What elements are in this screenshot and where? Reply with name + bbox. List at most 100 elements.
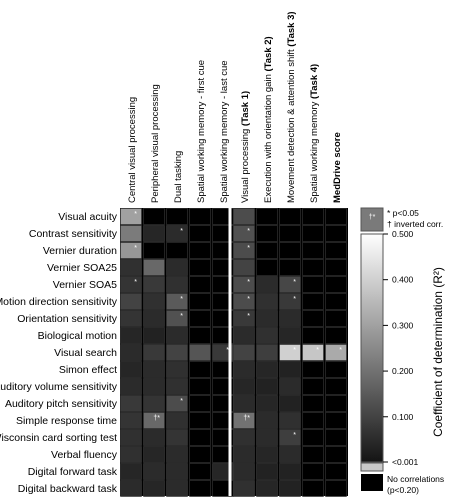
row-label: Vernier duration [43, 245, 117, 257]
row-labels: Visual acuity Contrast sensitivity Vernier… [0, 211, 118, 495]
heatmap-cells [120, 208, 348, 497]
heatmap-cell [143, 208, 165, 225]
heatmap-cell [166, 378, 188, 395]
significance-marker: * [180, 398, 183, 405]
column-label-text: Spatial working memory - last cue [219, 60, 230, 203]
significance-marker: * [134, 245, 137, 252]
colorbar-nocorr-gray [360, 462, 384, 472]
row-label: Auditory volume sensitivity [0, 381, 118, 393]
heatmap-cell [256, 361, 278, 378]
heatmap-cell [256, 412, 278, 429]
heatmap-cell [279, 429, 301, 446]
heatmap-cell [302, 412, 324, 429]
row-label: Auditory pitch sensitivity [5, 398, 118, 410]
heatmap-cell [233, 208, 255, 225]
heatmap-cell [302, 293, 324, 310]
column-label: Visual processing (Task 1) [240, 91, 251, 203]
column-label: Dual tasking [173, 151, 184, 203]
heatmap-cell [233, 259, 255, 276]
heatmap-cell [166, 412, 188, 429]
colorbar-tick-label: <0.001 [392, 457, 419, 467]
column-label-text: Movement detection & attention shift [286, 47, 297, 203]
heatmap-cell [166, 225, 188, 242]
heatmap-cell [325, 429, 347, 446]
heatmap-cell [302, 208, 324, 225]
heatmap-cell [256, 395, 278, 412]
heatmap-cell [233, 480, 255, 497]
heatmap-cell [166, 293, 188, 310]
significance-marker: * [339, 347, 342, 354]
heatmap-cell [256, 208, 278, 225]
significance-marker: * [134, 279, 137, 286]
heatmap-cell [166, 446, 188, 463]
significance-marker: †* [153, 415, 160, 422]
heatmap-cell [233, 378, 255, 395]
heatmap-cell [256, 480, 278, 497]
heatmap-cell [189, 276, 211, 293]
column-label-text: Peripheral visual processing [150, 84, 161, 203]
heatmap-cell [325, 327, 347, 344]
column-label-text: Spatial working memory [309, 99, 320, 203]
heatmap-cell [256, 378, 278, 395]
heatmap-cell [143, 242, 165, 259]
heatmap-cell [256, 225, 278, 242]
heatmap-cell [256, 446, 278, 463]
heatmap-cell [189, 242, 211, 259]
no-correlation-swatch [361, 474, 383, 491]
column-label: Peripheral visual processing [150, 84, 161, 203]
significance-marker: * [180, 228, 183, 235]
column-label: Spatial working memory (Task 4) [309, 64, 320, 203]
heatmap-cell [325, 361, 347, 378]
heatmap-cell [120, 395, 142, 412]
heatmap-cell [189, 463, 211, 480]
significance-markers: * * * * * * * * * * * * * * * * * * †* †* * [134, 211, 342, 439]
heatmap-cell [189, 395, 211, 412]
significance-marker: * [293, 347, 296, 354]
significance-marker: * [226, 347, 229, 354]
heatmap-cell [143, 463, 165, 480]
heatmap-cell [279, 480, 301, 497]
column-label: MedDrive score [332, 132, 343, 203]
no-correlation-subtext: (p<0.20) [387, 485, 419, 495]
heatmap-cell [143, 446, 165, 463]
heatmap-cell [302, 225, 324, 242]
heatmap-cell [233, 293, 255, 310]
colorbar-ticks: 0.500 0.400 0.300 0.200 0.100 <0.001 [383, 229, 419, 467]
column-labels: Central visual processing Peripheral visu… [127, 11, 343, 203]
heatmap-cell [120, 463, 142, 480]
significance-marker: * [247, 228, 250, 235]
column-label-text: Central visual processing [127, 97, 138, 203]
row-label: Motion direction sensitivity [0, 296, 118, 308]
heatmap-cell [166, 361, 188, 378]
row-label: Contrast sensitivity [29, 228, 118, 240]
heatmap-cell [166, 327, 188, 344]
colorbar-tick-label: 0.200 [392, 366, 414, 376]
heatmap-cell [143, 378, 165, 395]
row-label: Wisconsin card sorting test [0, 432, 117, 444]
heatmap-cell [279, 395, 301, 412]
heatmap-cell [279, 327, 301, 344]
heatmap-cell [120, 412, 142, 429]
heatmap-cell [120, 378, 142, 395]
heatmap-cell [143, 480, 165, 497]
colorbar-tick-label: 0.100 [392, 412, 414, 422]
row-label: Verbal fluency [51, 449, 118, 461]
column-label-text: Visual processing [240, 126, 251, 203]
heatmap-cell [189, 225, 211, 242]
heatmap-cell [233, 327, 255, 344]
colorbar-legend: †* * p<0.05 † inverted corr. 0.5000.4000… [360, 207, 445, 495]
row-label: Simon effect [59, 364, 117, 376]
heatmap-cell [233, 412, 255, 429]
heatmap-cell [189, 208, 211, 225]
significance-marker: * [247, 296, 250, 303]
column-label-text: Spatial working memory - first cue [196, 60, 207, 203]
heatmap-cell [233, 395, 255, 412]
heatmap-cell [256, 463, 278, 480]
colorbar-title: Coefficient of determination (R²) [431, 267, 445, 437]
heatmap-cell [120, 361, 142, 378]
significance-marker: * [247, 245, 250, 252]
row-label: Visual acuity [58, 211, 118, 223]
heatmap-cell [302, 446, 324, 463]
heatmap-cell [189, 429, 211, 446]
colorbar-tick-label: 0.500 [392, 229, 414, 239]
